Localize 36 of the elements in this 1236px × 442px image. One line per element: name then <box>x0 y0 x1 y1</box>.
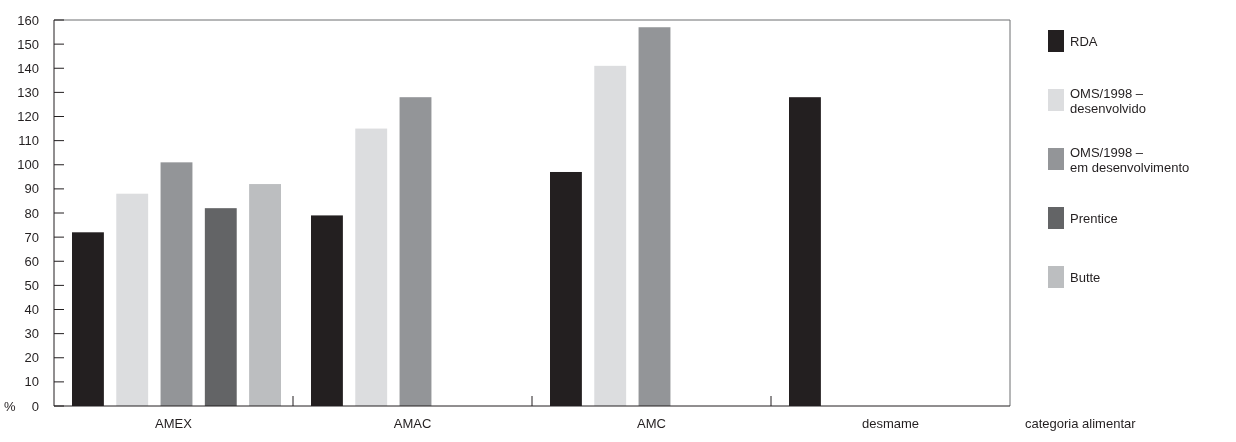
bar <box>116 193 149 406</box>
y-tick-label: 40 <box>24 302 39 318</box>
bar <box>204 208 237 406</box>
y-tick-label: 70 <box>24 229 39 245</box>
legend-label: OMS/1998 – desenvolvido <box>1070 85 1146 116</box>
x-tick-label: AMAC <box>393 416 432 431</box>
legend-label: RDA <box>1070 34 1098 50</box>
y-tick-label: 160 <box>17 12 39 28</box>
y-tick-label: 110 <box>18 133 39 149</box>
x-tick-label: AMEX <box>155 416 193 431</box>
bar <box>399 97 432 406</box>
bar <box>249 184 281 406</box>
y-tick-label: 60 <box>24 253 39 269</box>
bar <box>160 162 193 406</box>
y-axis-title: % <box>4 398 16 414</box>
y-tick-label: 130 <box>17 84 39 100</box>
x-tick-label: AMC <box>637 416 666 431</box>
bar <box>355 128 388 406</box>
y-tick-label: 140 <box>17 60 39 76</box>
legend-label: Butte <box>1070 270 1101 286</box>
legend-label: Prentice <box>1070 211 1118 227</box>
y-tick-label: 10 <box>24 374 39 390</box>
x-tick-label: desmame <box>861 416 920 431</box>
y-tick-label: 100 <box>17 157 39 173</box>
y-tick-label: 50 <box>24 277 39 293</box>
y-tick-label: 20 <box>24 350 39 366</box>
bar <box>638 27 671 406</box>
y-tick-label: 30 <box>24 326 39 342</box>
legend-label: OMS/1998 – em desenvolvimento <box>1070 144 1190 175</box>
bar <box>594 65 627 406</box>
y-tick-label: 120 <box>17 109 39 125</box>
x-axis-title: categoria alimentar <box>1025 416 1137 431</box>
y-tick-label: 90 <box>24 181 39 197</box>
y-tick-label: 0 <box>31 398 39 414</box>
y-tick-label: 150 <box>17 36 39 52</box>
y-tick-label: 80 <box>24 205 39 221</box>
